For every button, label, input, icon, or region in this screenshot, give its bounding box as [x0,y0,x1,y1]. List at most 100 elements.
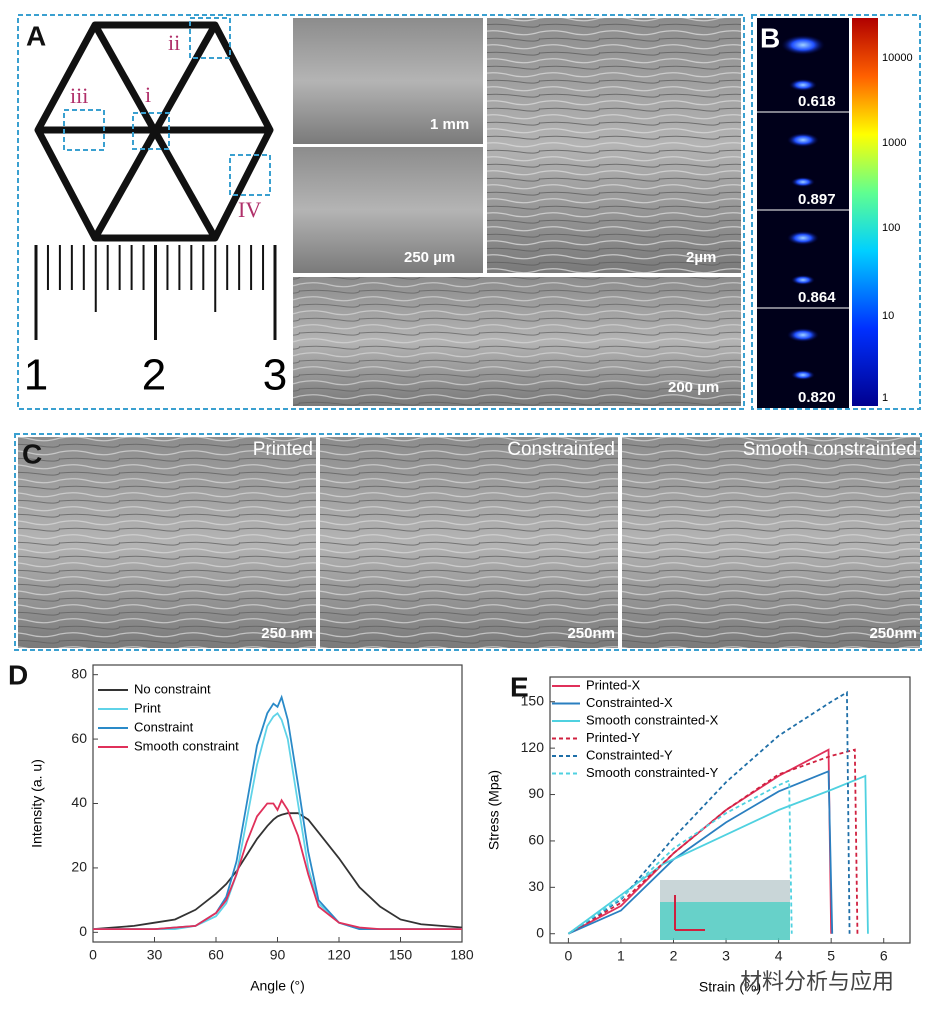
ruler-label: 3 [263,351,287,400]
y-tick-label: 0 [79,923,87,939]
legend-label: Print [134,700,161,715]
y-tick-label: 60 [528,832,544,848]
x-tick-label: 150 [389,947,413,963]
series-line [567,748,859,935]
scale-bar-label: 250nm [869,625,917,642]
sem-image [293,147,483,273]
y-tick-label: 40 [71,794,87,810]
scale-bar-label: 250nm [567,625,615,642]
scale-bar-label: 200 µm [668,379,719,396]
series-line [567,748,833,935]
colorbar-tick: 10000 [882,52,913,64]
y-axis-title: Intensity (a. u) [29,759,45,848]
region-label: ii [168,30,180,55]
y-axis-title: Stress (Mpa) [486,770,502,850]
colorbar-tick: 1 [882,392,888,404]
diffraction-spots [781,35,825,380]
scale-bar-label: 250 nm [261,625,313,642]
ruler [34,245,277,340]
legend-label: No constraint [134,681,211,696]
scale-bar-label: 1 mm [430,116,469,133]
x-axis-title: Strain (%) [699,979,761,995]
x-axis-title: Angle (°) [250,978,305,994]
x-tick-label: 6 [880,948,888,964]
watermark: 材料分析与应用 [740,969,894,994]
panel-frame [751,14,921,410]
x-tick-label: 5 [827,948,835,964]
region-box [63,109,105,151]
y-tick-label: 90 [528,785,544,801]
x-tick-label: 1 [617,948,625,964]
sem-texture [18,437,316,648]
panel-label: B [760,22,780,53]
series-line [93,798,462,931]
colorbar-tick: 100 [882,222,900,234]
panel-label: A [26,20,46,51]
scale-bar-label: 2µm [686,249,716,266]
orientation-value: 0.897 [798,191,836,208]
sem-texture [487,18,741,273]
x-tick-label: 3 [722,948,730,964]
sem-image [293,18,483,144]
image-title: Smooth constrainted [743,439,917,460]
region-box [229,154,271,196]
image-title: Printed [253,439,313,460]
panel-frame [17,14,745,410]
scale-bar-label: 250 µm [404,249,455,266]
saxs-image [757,18,849,408]
y-tick-label: 60 [71,730,87,746]
y-tick-label: 120 [521,739,545,755]
legend-label: Constrainted-Y [586,747,673,762]
panel-label: E [510,671,529,702]
region-box [132,112,170,150]
series-line [567,779,793,935]
image-title: Constrainted [507,439,615,460]
region-box [189,17,231,59]
series-line [568,770,834,935]
panel-label: D [8,659,28,690]
inset-image [660,880,790,902]
sem-texture [320,437,618,648]
y-tick-label: 30 [528,878,544,894]
x-tick-label: 60 [208,947,224,963]
x-tick-label: 90 [270,947,286,963]
legend-label: Printed-Y [586,730,641,745]
sem-texture [293,277,741,406]
x-tick-label: 0 [89,947,97,963]
x-tick-label: 0 [564,948,572,964]
colorbar-tick: 1000 [882,137,906,149]
sem-texture [622,437,920,648]
colorbar-tick: 10 [882,310,894,322]
orientation-value: 0.618 [798,93,836,110]
x-tick-label: 120 [327,947,351,963]
x-tick-label: 2 [670,948,678,964]
ruler-label: 2 [142,351,166,400]
y-tick-label: 20 [71,859,87,875]
series-line [567,690,851,935]
legend-label: Constrainted-X [586,695,673,710]
x-tick-label: 30 [147,947,163,963]
legend-label: Printed-X [586,677,641,692]
region-label: IV [238,197,261,222]
orientation-value: 0.864 [798,289,836,306]
plot-frame [549,676,911,944]
y-tick-label: 150 [521,692,545,708]
hexagon-lattice [34,21,274,242]
legend-label: Smooth constraint [134,738,239,753]
series-line [567,774,869,935]
sem-row: Printed 250 nm Constrainted 250nm Smooth con… [18,437,920,648]
colorbar [852,18,878,406]
y-tick-label: 0 [536,924,544,940]
y-tick-label: 80 [71,665,87,681]
region-label: i [145,82,151,107]
legend-label: Smooth constrainted-Y [586,765,719,780]
panel-label: C [22,438,42,469]
ruler-label: 1 [24,351,48,400]
region-label: iii [70,83,88,108]
legend-label: Constraint [134,719,194,734]
legend-label: Smooth constrainted-X [586,712,719,727]
orientation-value: 0.820 [798,389,836,406]
panel-frame [14,433,922,651]
